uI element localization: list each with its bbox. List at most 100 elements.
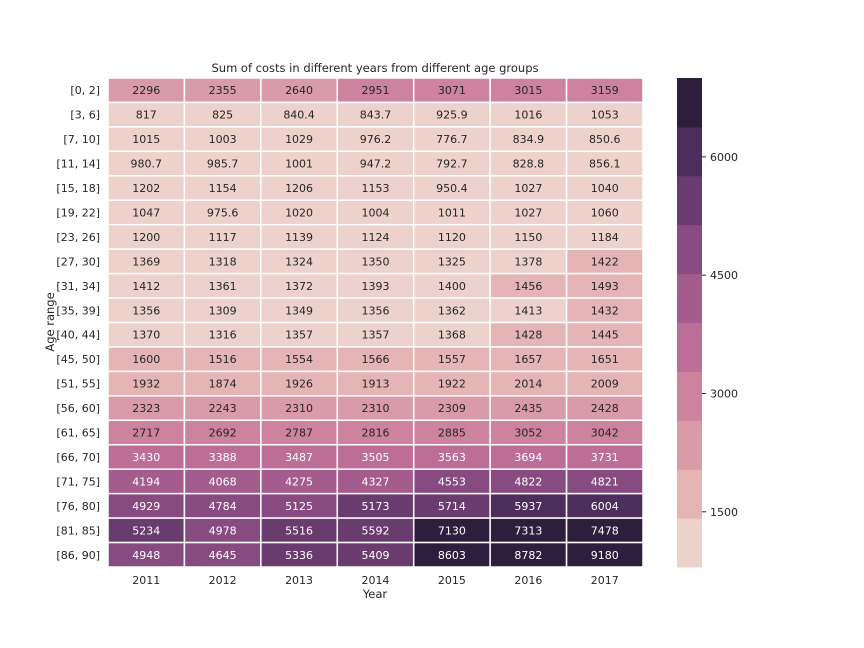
x-tick-label: 2015	[438, 574, 466, 587]
colorbar	[677, 78, 702, 568]
heatmap-cell-label: 1040	[591, 182, 619, 195]
heatmap-cell-label: 2717	[132, 427, 160, 440]
heatmap-cell-label: 1029	[285, 133, 313, 146]
heatmap-cell	[107, 517, 186, 544]
heatmap-cell-label: 828.8	[513, 158, 545, 171]
chart-title: Sum of costs in different years from dif…	[211, 61, 538, 75]
heatmap-cell	[565, 492, 644, 519]
heatmap-cell-label: 1913	[362, 378, 390, 391]
x-tick-label: 2014	[362, 574, 390, 587]
heatmap-cell	[489, 517, 568, 544]
heatmap-cell-label: 1316	[209, 329, 237, 342]
heatmap-cell-label: 1356	[362, 304, 390, 317]
heatmap-cell	[183, 248, 262, 275]
heatmap-cell-label: 1456	[514, 280, 542, 293]
heatmap-cell-label: 1400	[438, 280, 466, 293]
heatmap-cell-label: 1124	[362, 231, 390, 244]
heatmap-cell	[412, 126, 491, 153]
heatmap-cell	[565, 517, 644, 544]
heatmap-cell-label: 925.9	[436, 109, 468, 122]
heatmap-cell	[260, 297, 339, 324]
heatmap-cell	[336, 297, 415, 324]
heatmap-cell	[260, 175, 339, 202]
heatmap-cell	[260, 321, 339, 348]
heatmap-cell-label: 2310	[285, 402, 313, 415]
heatmap-cell-label: 4645	[209, 549, 237, 562]
heatmap-cell-label: 1651	[591, 353, 619, 366]
heatmap-cell-label: 9180	[591, 549, 619, 562]
heatmap-cell-label: 3487	[285, 451, 313, 464]
heatmap-cell-label: 4068	[209, 475, 237, 488]
colorbar-segment	[677, 273, 702, 323]
heatmap-cell	[489, 419, 568, 446]
colorbar-tick-label: 4500	[710, 269, 738, 282]
heatmap-cell-label: 1413	[514, 304, 542, 317]
heatmap-cell-label: 850.6	[589, 133, 621, 146]
heatmap-cell-label: 1015	[132, 133, 160, 146]
heatmap-cell-label: 843.7	[360, 109, 392, 122]
heatmap-cell-label: 7313	[514, 524, 542, 537]
y-tick-label: [11, 14]	[56, 158, 100, 171]
heatmap-cell	[412, 419, 491, 446]
heatmap-cell-label: 840.4	[283, 109, 315, 122]
heatmap-cell	[336, 370, 415, 397]
heatmap-cell	[107, 346, 186, 373]
heatmap-cell-label: 1349	[285, 304, 313, 317]
colorbar-tick-label: 1500	[710, 506, 738, 519]
colorbar-segment	[677, 371, 702, 421]
heatmap-cell-label: 4553	[438, 475, 466, 488]
heatmap-cell-label: 2428	[591, 402, 619, 415]
y-tick-label: [76, 80]	[56, 500, 100, 513]
heatmap-cell	[107, 541, 186, 568]
heatmap-cell	[565, 321, 644, 348]
heatmap-cell-label: 4327	[362, 475, 390, 488]
heatmap-cell-label: 5714	[438, 500, 466, 513]
heatmap-cell-label: 1874	[209, 378, 237, 391]
heatmap-cell-label: 8782	[514, 549, 542, 562]
heatmap-cell-label: 5234	[132, 524, 160, 537]
heatmap-cell-label: 2323	[132, 402, 160, 415]
heatmap-cell-label: 817	[136, 109, 157, 122]
heatmap-cell-label: 3731	[591, 451, 619, 464]
heatmap-cell	[107, 419, 186, 446]
heatmap-cell-label: 1357	[285, 329, 313, 342]
heatmap-cell	[489, 77, 568, 104]
heatmap-cell-label: 1356	[132, 304, 160, 317]
heatmap-cell-label: 5592	[362, 524, 390, 537]
heatmap-cell-label: 1557	[438, 353, 466, 366]
y-tick-label: [56, 60]	[56, 402, 100, 415]
heatmap-cell-label: 1011	[438, 206, 466, 219]
heatmap-cell-label: 3052	[514, 427, 542, 440]
heatmap-cell	[489, 248, 568, 275]
y-tick-label: [23, 26]	[56, 231, 100, 244]
y-tick-label: [3, 6]	[70, 109, 100, 122]
y-tick-label: [31, 34]	[56, 280, 100, 293]
heatmap-cell-label: 1926	[285, 378, 313, 391]
heatmap-cell-label: 5937	[514, 500, 542, 513]
heatmap-cell-label: 1202	[132, 182, 160, 195]
heatmap-cell-label: 1372	[285, 280, 313, 293]
heatmap-cell-label: 3505	[362, 451, 390, 464]
heatmap-cell-label: 985.7	[207, 158, 239, 171]
heatmap-cell	[107, 370, 186, 397]
y-axis-label: Age range	[43, 292, 57, 351]
heatmap-cell-label: 976.2	[360, 133, 392, 146]
heatmap-cell	[260, 223, 339, 250]
heatmap-cell-label: 1422	[591, 255, 619, 268]
heatmap-cell	[336, 395, 415, 422]
heatmap-cell-label: 4275	[285, 475, 313, 488]
heatmap-cell-label: 3430	[132, 451, 160, 464]
heatmap-cell-label: 4929	[132, 500, 160, 513]
heatmap-cell-label: 1370	[132, 329, 160, 342]
colorbar-segment	[677, 126, 702, 177]
heatmap-cell-label: 1047	[132, 206, 160, 219]
heatmap-cell-label: 1350	[362, 255, 390, 268]
heatmap-cell	[489, 223, 568, 250]
colorbar-segment	[677, 420, 702, 470]
colorbar-tick-labels: 1500 3000 4500 6000	[702, 151, 738, 519]
heatmap-cell-label: 1325	[438, 255, 466, 268]
heatmap-cell	[260, 492, 339, 519]
heatmap-cell-label: 3042	[591, 427, 619, 440]
heatmap-cell-label: 1016	[514, 109, 542, 122]
heatmap-cell-label: 1027	[514, 182, 542, 195]
